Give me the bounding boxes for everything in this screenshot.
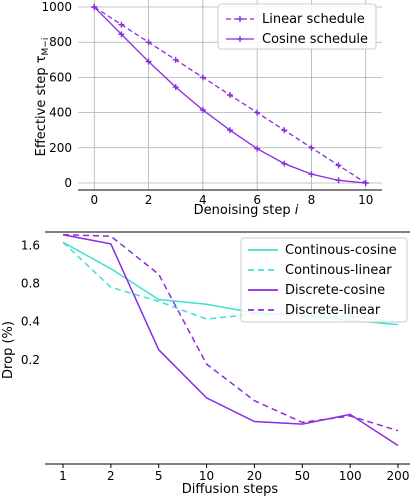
y-tick-label: 0.4 [21, 315, 40, 329]
y-tick-label: 800 [49, 35, 72, 49]
series-lines [91, 4, 369, 186]
legend-label: Discrete-linear [285, 303, 381, 318]
legend-label: Linear schedule [262, 12, 365, 27]
y-ticks: 1.6 0.8 0.4 0.2 [21, 239, 40, 367]
data-point [199, 74, 206, 81]
data-point [118, 21, 125, 28]
legend-box [217, 3, 377, 50]
data-point [145, 39, 152, 46]
data-point [118, 31, 125, 38]
x-tick-label: 10 [358, 193, 373, 207]
legend-label: Continous-cosine [285, 243, 397, 258]
x-tick-label: 8 [308, 193, 316, 207]
x-tick-label: 10 [199, 469, 214, 483]
legend-item: Discrete-linear [248, 303, 381, 318]
data-point [172, 84, 179, 91]
y-axis-label: Effective step τM−i [34, 38, 51, 157]
x-tick-label: 100 [339, 469, 362, 483]
data-point [227, 127, 233, 134]
legend-item: Linear schedule [226, 12, 365, 27]
y-tick-label: 0.8 [21, 277, 40, 291]
data-point [199, 106, 206, 113]
data-point [335, 177, 342, 184]
y-tick-label: 600 [49, 70, 72, 84]
data-point [335, 162, 342, 169]
legend-label: Continous-linear [285, 263, 392, 278]
x-tick-label: 50 [295, 469, 310, 483]
x-tick-label: 0 [90, 193, 98, 207]
legend-label: Discrete-cosine [285, 283, 385, 298]
series-line-2 [62, 234, 399, 447]
data-point [145, 58, 152, 65]
x-ticks: 0 2 4 6 8 10 [90, 193, 373, 207]
data-point [172, 56, 179, 63]
y-ticks: 0 200 400 600 800 1000 [41, 0, 72, 190]
data-point [227, 92, 233, 98]
data-point [281, 127, 288, 134]
x-axis-label: Diffusion steps [182, 482, 279, 497]
x-tick-label: 6 [253, 193, 261, 207]
legend-label: Cosine schedule [262, 32, 368, 47]
y-tick-label: 0 [64, 176, 72, 190]
legend: Continous-cosine Continous-linear Discrete… [240, 237, 408, 323]
legend-item: Continous-cosine [248, 243, 397, 258]
x-tick-label: 5 [155, 469, 163, 483]
legend-item: Continous-linear [248, 263, 392, 278]
data-point [308, 144, 315, 151]
x-tick-label: 2 [107, 469, 115, 483]
x-tick-label: 200 [387, 469, 410, 483]
y-tick-label: 1000 [41, 0, 72, 14]
y-tick-label: 0.2 [21, 353, 40, 367]
series-line-3 [62, 233, 399, 432]
data-point [91, 4, 98, 11]
x-axis-label: Denoising step i [194, 203, 299, 218]
legend-item: Discrete-cosine [248, 283, 385, 298]
legend: Linear schedule Cosine schedule [217, 3, 377, 50]
schedule-chart: 0 2 4 6 8 10 0 200 400 600 800 1000 Denoising step… [34, 0, 382, 218]
y-tick-label: 1.6 [21, 239, 40, 253]
x-tick-label: 4 [199, 193, 207, 207]
legend-box [240, 237, 408, 323]
data-point [254, 109, 261, 116]
y-tick-label: 200 [49, 141, 72, 155]
x-tick-label: 1 [59, 469, 67, 483]
x-tick-label: 20 [247, 469, 262, 483]
drop-chart: 1 2 5 10 20 50 100 200 1.6 0.8 0.4 0.2 Diffusion s… [1, 231, 410, 497]
x-tick-label: 2 [145, 193, 153, 207]
data-point [254, 145, 261, 152]
x-ticks: 1 2 5 10 20 50 100 200 [59, 464, 409, 483]
data-point [281, 160, 288, 167]
data-point [362, 179, 369, 186]
legend-item: Cosine schedule [226, 32, 368, 47]
y-tick-label: 400 [49, 106, 72, 120]
data-point [308, 171, 315, 178]
y-axis-label: Drop (%) [1, 321, 16, 379]
